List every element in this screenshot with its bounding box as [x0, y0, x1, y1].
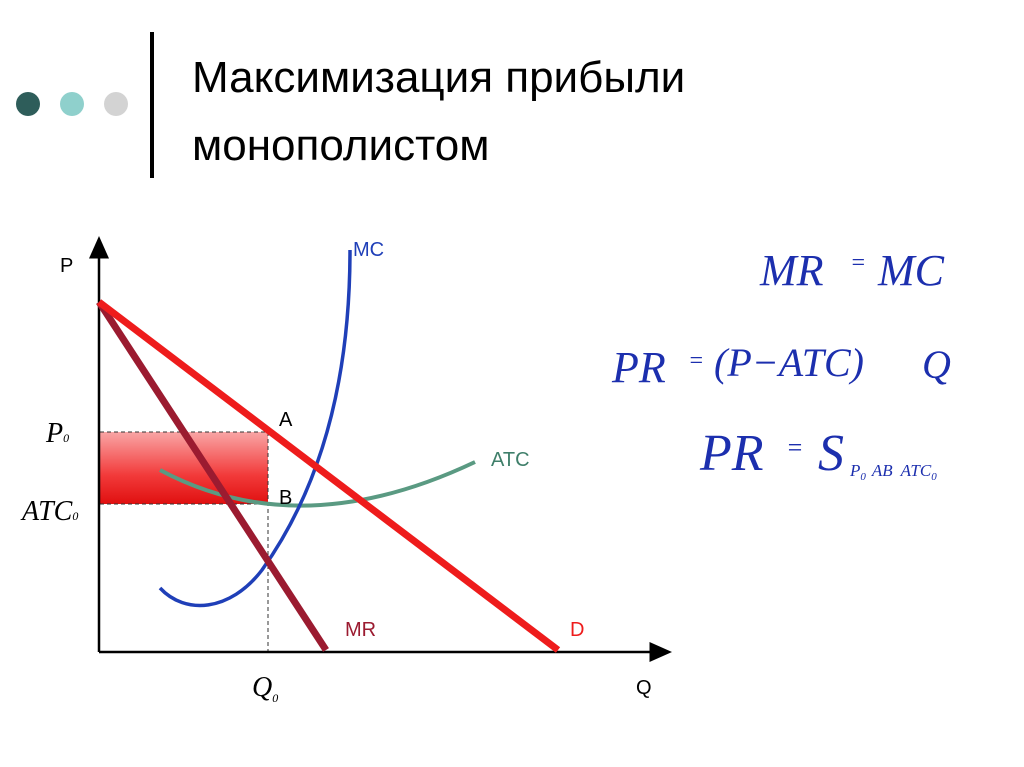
formula-part: Q — [922, 342, 951, 387]
sub: AB — [871, 461, 893, 480]
dot — [104, 92, 128, 116]
atc0-label: ATC0 — [20, 496, 78, 527]
p0-label: P0 — [45, 418, 69, 449]
profit-area — [100, 432, 268, 504]
mr-curve — [96, 300, 329, 652]
base: ATC — [20, 496, 73, 527]
formula-part: MR — [759, 246, 824, 295]
slide-title: Максимизация прибыли монополистом — [192, 53, 697, 170]
formula: PR = S P0 AB ATC0 — [699, 425, 937, 483]
sub: 0 — [63, 431, 69, 445]
d-curve — [96, 299, 561, 653]
formula: MR = MC — [759, 246, 945, 295]
point-label: A — [279, 409, 293, 431]
atc-curve — [159, 460, 476, 508]
d-label: D — [570, 619, 584, 641]
formula-subscript: P0 AB ATC0 — [849, 461, 937, 483]
mc-label: MC — [353, 239, 384, 261]
formula-part: PR — [611, 343, 666, 392]
x-axis-label: Q — [636, 677, 652, 699]
mr-label: MR — [345, 619, 376, 641]
formula: PR = (P−ATC) Q — [611, 340, 951, 392]
atc-label: ATC — [491, 449, 530, 471]
title-line: Максимизация прибыли — [192, 53, 685, 102]
point-label: B — [279, 487, 292, 509]
q0-label: Q0 — [252, 672, 278, 705]
sub: 0 — [272, 691, 278, 705]
sub: 0 — [931, 471, 937, 483]
formula-part: PR — [699, 425, 764, 482]
dot — [16, 92, 40, 116]
formula-part: (P−ATC) — [714, 340, 864, 385]
formula-part: = — [850, 250, 866, 276]
sub: ATC — [900, 461, 932, 480]
formula-part: MC — [877, 246, 945, 295]
sub: 0 — [72, 509, 78, 523]
base: Q — [252, 672, 272, 703]
title-line: монополистом — [192, 121, 489, 170]
formula-part: = — [688, 348, 704, 374]
sub: 0 — [860, 471, 866, 483]
dot — [60, 92, 84, 116]
sub: P — [849, 461, 860, 480]
y-axis-label: P — [60, 255, 73, 277]
formula-part: S — [818, 425, 844, 482]
mc-curve — [158, 249, 352, 608]
formula-part: = — [786, 433, 804, 462]
base: P — [45, 418, 63, 449]
